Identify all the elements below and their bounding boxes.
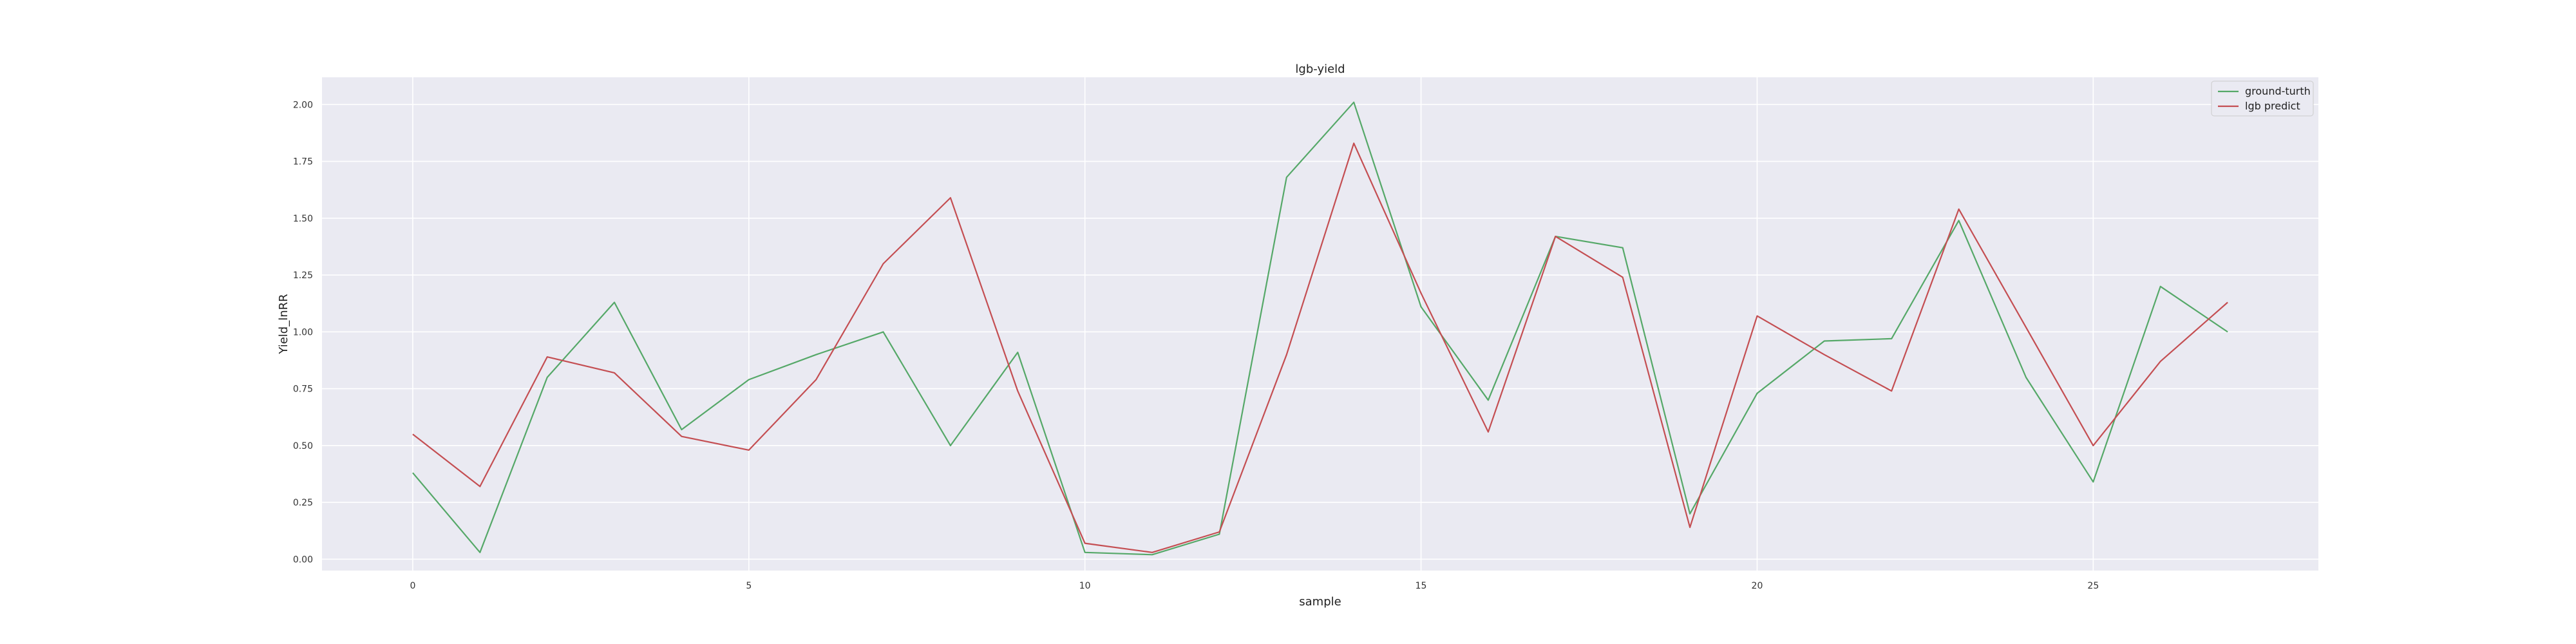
y-tick-label: 1.00 xyxy=(293,327,313,337)
y-axis-label: Yield_lnRR xyxy=(277,294,290,354)
series-line-ground-turth xyxy=(412,101,2228,556)
x-tick-label: 0 xyxy=(410,581,415,591)
x-tick-label: 15 xyxy=(1416,581,1427,591)
series-layer xyxy=(412,101,2228,556)
x-axis-label: sample xyxy=(1299,595,1341,609)
legend: ground-turth lgb predict xyxy=(2211,80,2314,117)
chart-title: lgb-yield xyxy=(1295,62,1345,76)
plot-area xyxy=(322,77,2318,571)
legend-label: lgb predict xyxy=(2245,100,2300,112)
y-tick-label: 1.25 xyxy=(293,270,313,281)
y-tick-label: 1.50 xyxy=(293,214,313,224)
legend-box xyxy=(2211,80,2314,117)
y-tick-label: 1.75 xyxy=(293,157,313,167)
y-tick-label: 0.25 xyxy=(293,498,313,508)
y-tick-label: 0.75 xyxy=(293,384,313,395)
y-tick-label: 2.00 xyxy=(293,100,313,110)
y-tick-label: 0.50 xyxy=(293,441,313,451)
grid-lines xyxy=(322,77,2318,571)
x-tick-label: 5 xyxy=(746,581,752,591)
legend-label: ground-turth xyxy=(2245,85,2311,97)
x-tick-label: 10 xyxy=(1079,581,1091,591)
series-line-lgb-predict xyxy=(412,142,2228,553)
x-tick-label: 25 xyxy=(2087,581,2099,591)
x-tick-label: 20 xyxy=(1752,581,1763,591)
y-tick-label: 0.00 xyxy=(293,554,313,565)
tick-labels: 0 5 10 15 20 25 0.00 0.25 0.50 0.75 1.00 1.25 1.50 1.… xyxy=(293,100,2099,591)
